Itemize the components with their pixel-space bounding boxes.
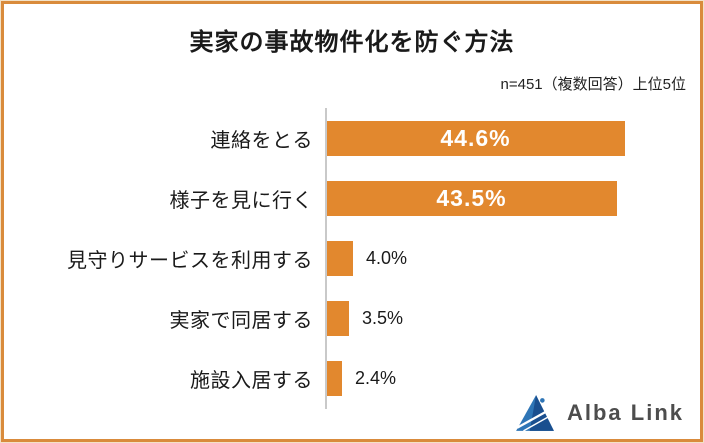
albalink-logo-icon (516, 395, 554, 432)
value-label: 4.0% (366, 248, 408, 268)
value-label: 3.5% (362, 308, 404, 328)
value-label: 2.4% (355, 368, 397, 388)
bar-row: 連絡をとる 44.6% (4, 121, 700, 156)
bar (326, 241, 353, 276)
chart-title: 実家の事故物件化を防ぐ方法 (189, 29, 515, 56)
category-label: 様子を見に行く (169, 190, 313, 212)
bar (326, 361, 342, 396)
bar-rows-container: 連絡をとる 44.6% 様子を見に行く 43.5% 見守りサービスを利用する 4.0% 実家… (4, 121, 700, 396)
sample-size-note: n=451（複数回答）上位5位 (500, 76, 686, 93)
category-axis-line (325, 108, 327, 409)
bar-chart: 連絡をとる 44.6% 様子を見に行く 43.5% 見守りサービスを利用する 4.0% 実家… (4, 108, 700, 409)
bar: 43.5% (326, 181, 617, 216)
brand-name: Alba Link (566, 400, 684, 425)
value-label: 43.5% (436, 185, 507, 211)
value-label: 44.6% (440, 125, 511, 151)
bar (326, 301, 349, 336)
bar-row: 見守りサービスを利用する 4.0% (4, 241, 700, 276)
bar: 44.6% (326, 121, 625, 156)
bar-row: 様子を見に行く 43.5% (4, 181, 700, 216)
brand-logo: Alba Link (514, 392, 684, 434)
category-label: 施設入居する (190, 370, 313, 392)
category-label: 実家で同居する (169, 310, 313, 332)
bar-row: 実家で同居する 3.5% (4, 301, 700, 336)
bar-row: 施設入居する 2.4% (4, 361, 700, 396)
category-label: 見守りサービスを利用する (67, 250, 313, 272)
category-label: 連絡をとる (210, 130, 313, 152)
